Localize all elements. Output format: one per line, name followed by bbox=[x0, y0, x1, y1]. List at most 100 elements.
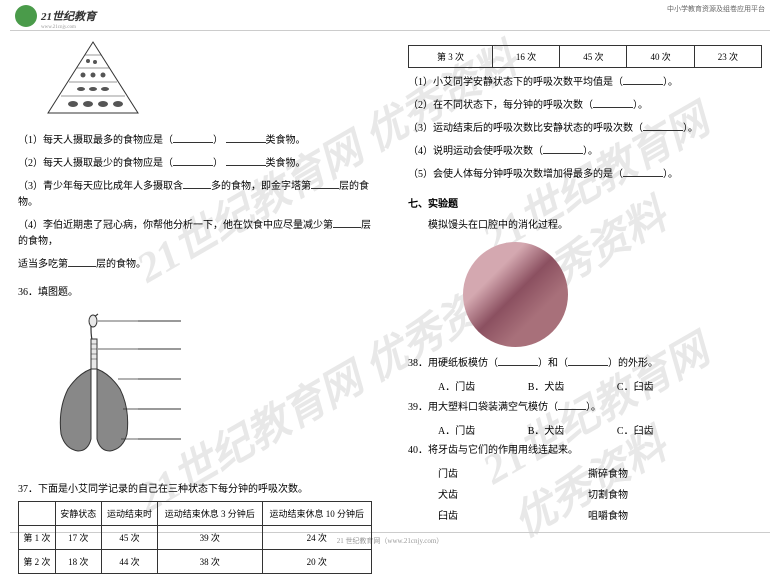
match-left: 门齿 bbox=[438, 465, 588, 480]
match-right: 撕碎食物 bbox=[588, 465, 688, 480]
blank bbox=[183, 178, 211, 189]
question-38: 38．用硬纸板模仿（ ）和（ ）的外形。 bbox=[408, 355, 762, 372]
table-header bbox=[19, 502, 56, 526]
section-7-subtitle: 模拟馒头在口腔中的消化过程。 bbox=[408, 218, 762, 234]
sub-question-2: （2）在不同状态下，每分钟的呼吸次数（ ）。 bbox=[408, 97, 762, 114]
q38-mid: ）和（ bbox=[538, 358, 568, 369]
match-right: 切割食物 bbox=[588, 486, 688, 501]
question-4-line2: 适当多吃第 层的食物。 bbox=[18, 256, 372, 273]
q3-mid: 多的食物，即金字塔第 bbox=[211, 181, 311, 192]
q1-end: 类食物。 bbox=[266, 135, 306, 146]
blank bbox=[558, 399, 586, 410]
sub-question-4: （4）说明运动会使呼吸次数（）。 bbox=[408, 143, 762, 160]
q3-text: （3）青少年每天应比成年人多摄取含 bbox=[18, 181, 183, 192]
sq2-text: （2）在不同状态下，每分钟的呼吸次数（ bbox=[408, 100, 593, 111]
match-row: 门齿 撕碎食物 bbox=[408, 465, 762, 480]
blank bbox=[498, 355, 538, 366]
sq3-text: （3）运动结束后的呼吸次数比安静状态的呼吸次数（ bbox=[408, 123, 643, 134]
option-c: C．臼齿 bbox=[617, 422, 654, 437]
question-2: （2）每天人摄取最少的食物应是（ ） 类食物。 bbox=[18, 155, 372, 172]
logo-icon bbox=[15, 5, 37, 27]
blank bbox=[333, 217, 361, 228]
sub-question-1: （1）小艾同学安静状态下的呼吸次数平均值是（）。 bbox=[408, 74, 762, 91]
match-row: 犬齿 切割食物 bbox=[408, 486, 762, 501]
q39-end: ）。 bbox=[586, 402, 601, 413]
food-pyramid-image bbox=[43, 40, 143, 115]
option-a: A．门齿 bbox=[438, 378, 475, 393]
blank bbox=[226, 155, 266, 166]
blank bbox=[568, 355, 608, 366]
sq4-text: （4）说明运动会使呼吸次数（ bbox=[408, 146, 543, 157]
question-4: （4）李伯近期患了冠心病，你帮他分析一下，他在饮食中应尽量减少第层的食物， bbox=[18, 217, 372, 250]
blank bbox=[593, 97, 633, 108]
table-cell: 20 次 bbox=[262, 550, 371, 574]
sub-question-3: （3）运动结束后的呼吸次数比安静状态的呼吸次数（）。 bbox=[408, 120, 762, 137]
blank bbox=[643, 120, 683, 131]
table-cell: 第 3 次 bbox=[409, 46, 493, 68]
question-39: 39．用大塑料口袋装满空气模仿（ ）。 bbox=[408, 399, 762, 416]
table-cell: 18 次 bbox=[55, 550, 101, 574]
q2-end: 类食物。 bbox=[266, 158, 306, 169]
breathing-table-right: 第 3 次 16 次 45 次 40 次 23 次 bbox=[408, 45, 762, 68]
table-header: 运动结束休息 10 分钟后 bbox=[262, 502, 371, 526]
sq5-text: （5）会使人体每分钟呼吸次数增加得最多的是（ bbox=[408, 169, 623, 180]
experiment-image bbox=[463, 242, 568, 347]
question-40: 40．将牙齿与它们的作用用线连起来。 bbox=[408, 443, 762, 459]
sq5-end: ）。 bbox=[663, 169, 678, 180]
table-cell: 40 次 bbox=[627, 46, 694, 68]
option-b: B．犬齿 bbox=[528, 378, 565, 393]
options-39: A．门齿 B．犬齿 C．臼齿 bbox=[408, 422, 762, 437]
top-divider bbox=[10, 30, 770, 31]
table-cell: 第 1 次 bbox=[19, 526, 56, 550]
table-cell: 38 次 bbox=[158, 550, 263, 574]
right-column: 第 3 次 16 次 45 次 40 次 23 次 （1）小艾同学安静状态下的呼… bbox=[390, 35, 780, 526]
q38-end: ）的外形。 bbox=[608, 358, 658, 369]
logo: 21世纪教育 www.21cnjy.com bbox=[15, 5, 96, 30]
q2-text: （2）每天人摄取最少的食物应是（ bbox=[18, 158, 173, 169]
sub-question-5: （5）会使人体每分钟呼吸次数增加得最多的是（ ）。 bbox=[408, 166, 762, 183]
blank bbox=[68, 256, 96, 267]
q38-text: 38．用硬纸板模仿（ bbox=[408, 358, 498, 369]
table-cell: 45 次 bbox=[560, 46, 627, 68]
sq1-text: （1）小艾同学安静状态下的呼吸次数平均值是（ bbox=[408, 77, 623, 88]
sq2-end: ）。 bbox=[633, 100, 648, 111]
header-text: 中小学教育资源及组卷应用平台 bbox=[667, 4, 765, 14]
table-cell: 39 次 bbox=[158, 526, 263, 550]
table-header: 运动结束休息 3 分钟后 bbox=[158, 502, 263, 526]
logo-text: 21世纪教育 bbox=[41, 8, 96, 24]
table-cell: 44 次 bbox=[101, 550, 157, 574]
table-row: 第 1 次 17 次 45 次 39 次 24 次 bbox=[19, 526, 372, 550]
table-header: 运动结束时 bbox=[101, 502, 157, 526]
lungs-diagram bbox=[43, 309, 183, 459]
match-row: 臼齿 咀嚼食物 bbox=[408, 507, 762, 522]
match-right: 咀嚼食物 bbox=[588, 507, 688, 522]
q4-line2-end: 层的食物。 bbox=[96, 259, 146, 270]
table-cell: 24 次 bbox=[262, 526, 371, 550]
blank bbox=[623, 166, 663, 177]
match-left: 臼齿 bbox=[438, 507, 588, 522]
question-3: （3）青少年每天应比成年人多摄取含多的食物，即金字塔第层的食物。 bbox=[18, 178, 372, 211]
breathing-table-left: 安静状态 运动结束时 运动结束休息 3 分钟后 运动结束休息 10 分钟后 第 … bbox=[18, 501, 372, 574]
q39-text: 39．用大塑料口袋装满空气模仿（ bbox=[408, 402, 558, 413]
q1-suffix: ） bbox=[213, 135, 223, 146]
section-7-title: 七、实验题 bbox=[408, 195, 762, 210]
blank bbox=[311, 178, 339, 189]
blank bbox=[173, 155, 213, 166]
table-cell: 45 次 bbox=[101, 526, 157, 550]
left-column: （1）每天人摄取最多的食物应是（ ） 类食物。 （2）每天人摄取最少的食物应是（ ）… bbox=[0, 35, 390, 526]
q2-suffix: ） bbox=[213, 158, 223, 169]
table-row: 安静状态 运动结束时 运动结束休息 3 分钟后 运动结束休息 10 分钟后 bbox=[19, 502, 372, 526]
question-1: （1）每天人摄取最多的食物应是（ ） 类食物。 bbox=[18, 132, 372, 149]
q1-text: （1）每天人摄取最多的食物应是（ bbox=[18, 135, 173, 146]
table-cell: 第 2 次 bbox=[19, 550, 56, 574]
question-37: 37．下面是小艾同学记录的自己在三种状态下每分钟的呼吸次数。 bbox=[18, 480, 372, 495]
table-row: 第 3 次 16 次 45 次 40 次 23 次 bbox=[409, 46, 762, 68]
table-header: 安静状态 bbox=[55, 502, 101, 526]
blank bbox=[543, 143, 583, 154]
table-row: 第 2 次 18 次 44 次 38 次 20 次 bbox=[19, 550, 372, 574]
page-content: （1）每天人摄取最多的食物应是（ ） 类食物。 （2）每天人摄取最少的食物应是（ ）… bbox=[0, 35, 780, 526]
q4-line2: 适当多吃第 bbox=[18, 259, 68, 270]
match-left: 犬齿 bbox=[438, 486, 588, 501]
blank bbox=[623, 74, 663, 85]
blank bbox=[173, 132, 213, 143]
